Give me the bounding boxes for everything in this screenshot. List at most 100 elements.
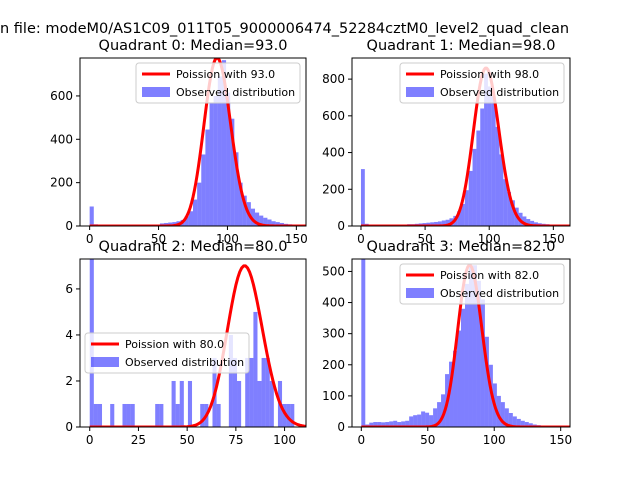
- y-tick-label: 400: [50, 132, 73, 146]
- x-tick-label: 50: [417, 232, 432, 246]
- legend: Poission with 80.0 Observed distribution: [84, 332, 250, 374]
- histogram-bar: [168, 222, 173, 226]
- axes-frame: [79, 258, 307, 428]
- subplot-2: 0 25 50 75 100 0 2 4 6 Quadrant 2: Median=80.0 Poi…: [65, 239, 307, 447]
- histogram-bar: [413, 415, 418, 427]
- histogram-bar: [461, 203, 465, 226]
- histogram-bar: [508, 413, 513, 427]
- x-tick-label: 150: [549, 433, 572, 447]
- x-tick-label: 100: [478, 232, 501, 246]
- histogram-bar: [499, 154, 504, 226]
- histogram-bar: [401, 421, 406, 427]
- histogram-bar: [522, 216, 527, 226]
- y-tick-label: 500: [322, 264, 345, 278]
- histogram-bar: [457, 330, 461, 427]
- legend-label-observed: Observed distribution: [440, 287, 559, 300]
- histogram-bar: [417, 414, 422, 427]
- histogram-bar: [187, 380, 193, 427]
- histogram-bar: [476, 130, 481, 226]
- histogram-bar: [213, 95, 218, 226]
- histogram-bar: [245, 357, 250, 427]
- histogram-bar: [500, 402, 505, 427]
- histogram-bar: [503, 179, 508, 226]
- histogram-bar: [491, 96, 496, 226]
- histogram-bar: [480, 299, 485, 427]
- histogram-bar: [429, 415, 434, 427]
- histogram-bar: [122, 403, 127, 427]
- histogram-bar: [445, 219, 450, 226]
- histogram-bar: [234, 152, 239, 226]
- y-tick-label: 4: [65, 328, 73, 342]
- x-tick-label: 75: [228, 433, 243, 447]
- x-tick-label: 100: [216, 232, 239, 246]
- x-tick-label: 100: [483, 433, 506, 447]
- histogram-bar: [437, 221, 442, 226]
- histogram-bar: [480, 108, 485, 226]
- histogram-bar: [433, 408, 438, 427]
- histogram-bar: [282, 403, 287, 427]
- histogram-bar: [265, 357, 270, 427]
- histogram-bar: [216, 403, 221, 427]
- histogram-bar: [441, 394, 446, 427]
- histogram-bar: [232, 357, 238, 427]
- histogram-bar: [263, 217, 268, 226]
- histogram-bar: [389, 421, 394, 427]
- histogram-bar: [476, 280, 481, 427]
- histogram-bar: [110, 403, 115, 427]
- legend-label-fit: Poission with 80.0: [125, 338, 224, 351]
- histogram-bar: [484, 336, 489, 427]
- legend-frame: [399, 263, 565, 305]
- legend-label-fit: Poission with 82.0: [440, 269, 539, 282]
- legend: Poission with 93.0 Observed distribution: [135, 62, 301, 104]
- histogram-bar: [495, 126, 500, 226]
- histogram-bar: [524, 422, 529, 427]
- x-tick-label: 0: [86, 232, 94, 246]
- y-tick-label: 200: [50, 176, 73, 190]
- histogram-bar: [377, 422, 382, 427]
- legend-bar-swatch: [406, 288, 434, 298]
- histogram-bar: [271, 221, 276, 226]
- histogram-bar: [201, 154, 206, 226]
- histogram-bar: [468, 170, 473, 226]
- y-tick-label: 200: [322, 358, 345, 372]
- histogram-bar: [425, 412, 430, 427]
- y-tick-label: 600: [50, 89, 73, 103]
- histogram-bar: [230, 118, 235, 226]
- histogram-bar: [228, 334, 233, 427]
- legend-bar-swatch: [91, 357, 119, 367]
- y-tick-label: 100: [322, 389, 345, 403]
- histogram-bar: [269, 380, 274, 427]
- histogram-bar: [516, 418, 521, 427]
- y-tick-label: 600: [322, 109, 345, 123]
- figure-suptitle: n file: modeM0/AS1C09_011T05_9000006474_…: [0, 21, 569, 37]
- histogram-bar: [397, 422, 402, 427]
- y-tick-label: 0: [337, 219, 345, 233]
- histogram-bar: [468, 265, 473, 427]
- x-tick-label: 50: [420, 433, 435, 447]
- histogram-bar: [259, 215, 264, 226]
- histogram-bar: [360, 169, 365, 226]
- histogram-bar: [200, 403, 205, 427]
- legend-label-fit: Poission with 93.0: [176, 68, 275, 81]
- histogram-bar: [534, 222, 538, 226]
- x-tick-label: 0: [357, 433, 365, 447]
- legend-frame: [135, 62, 301, 104]
- histogram-bar: [487, 86, 492, 226]
- histogram-bar: [421, 411, 426, 427]
- histogram-bar: [530, 220, 535, 226]
- histogram-bar: [242, 195, 247, 226]
- histogram-bar: [275, 222, 280, 226]
- subplot-1: 0 50 100 150 0 200 400 600 800 Quadrant 1: Median…: [322, 38, 571, 246]
- x-tick-label: 25: [131, 433, 146, 447]
- axes-frame: [351, 57, 571, 227]
- histogram-bar: [472, 265, 477, 427]
- histogram-bar: [441, 220, 446, 226]
- histogram-bar: [238, 182, 243, 226]
- histogram-bar: [253, 311, 258, 427]
- histogram-bar: [97, 403, 103, 427]
- histogram-bar: [409, 416, 414, 427]
- y-tick-label: 400: [322, 146, 345, 160]
- histogram-bar: [179, 380, 184, 427]
- y-tick-label: 200: [322, 182, 345, 196]
